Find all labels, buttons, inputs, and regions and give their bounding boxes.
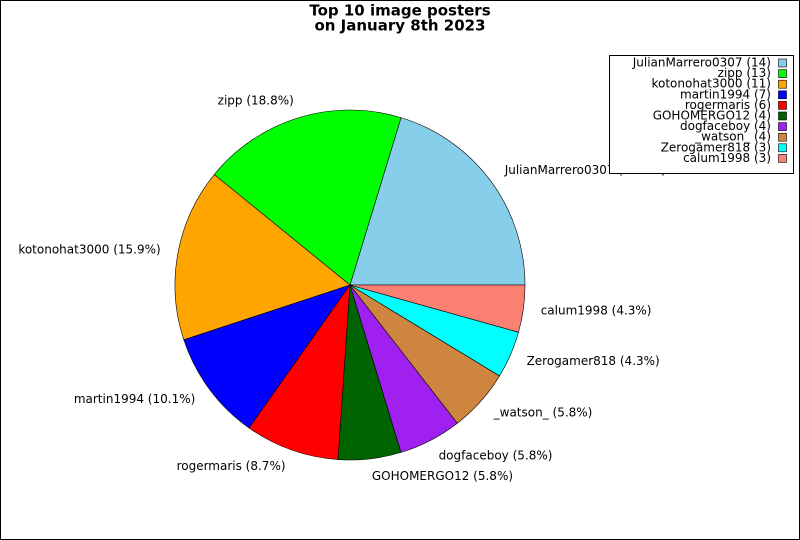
legend-label: calum1998 (3) [683, 151, 771, 165]
pie-slice [174, 174, 351, 341]
chart-title: Top 10 image posters [309, 2, 490, 20]
legend: JulianMarrero0307 (14)zipp (13)kotonohat… [609, 55, 794, 174]
legend-label: Zerogamer818 (3) [661, 140, 771, 154]
chart-title: on January 8th 2023 [314, 17, 485, 35]
slice-label: GOHOMERGO12 (5.8%) [372, 469, 513, 483]
legend-swatch [778, 122, 787, 131]
legend-swatch [778, 79, 787, 89]
slice-label: kotonohat3000 (15.9%) [18, 243, 160, 257]
slice-label: martin1994 (10.1%) [74, 392, 195, 406]
pie-slice [248, 283, 351, 460]
legend-swatch [778, 58, 787, 68]
legend-label: kotonohat3000 (11) [651, 77, 771, 91]
legend-box [609, 55, 794, 174]
legend-label: martin1994 (7) [680, 87, 771, 101]
legend-swatch [778, 101, 787, 110]
slice-label: Zerogamer818 (4.3%) [527, 354, 660, 368]
slice-label: calum1998 (4.3%) [541, 304, 652, 318]
legend-label: dogfaceboy (4) [680, 119, 771, 133]
legend-swatch [778, 111, 787, 121]
pie-slice [213, 109, 402, 286]
legend-label: JulianMarrero0307 (14) [632, 56, 771, 70]
slice-label: rogermaris (8.7%) [177, 459, 286, 473]
pie-slice [349, 284, 526, 333]
legend-swatch [778, 154, 787, 163]
pie-slice [349, 117, 526, 286]
legend-label: _watson_ (4) [694, 130, 771, 144]
legend-label: zipp (13) [718, 66, 771, 80]
legend-label: rogermaris (6) [685, 98, 771, 112]
slice-label: zipp (18.8%) [218, 93, 294, 107]
legend-swatch [778, 132, 787, 142]
legend-swatch [778, 69, 787, 78]
pie-slice [183, 284, 351, 429]
legend-label: GOHOMERGO12 (4) [653, 109, 771, 123]
slice-label: dogfaceboy (5.8%) [439, 448, 553, 462]
legend-swatch [778, 143, 787, 153]
slice-label: _watson_ (5.8%) [493, 406, 593, 420]
legend-swatch [778, 90, 787, 100]
